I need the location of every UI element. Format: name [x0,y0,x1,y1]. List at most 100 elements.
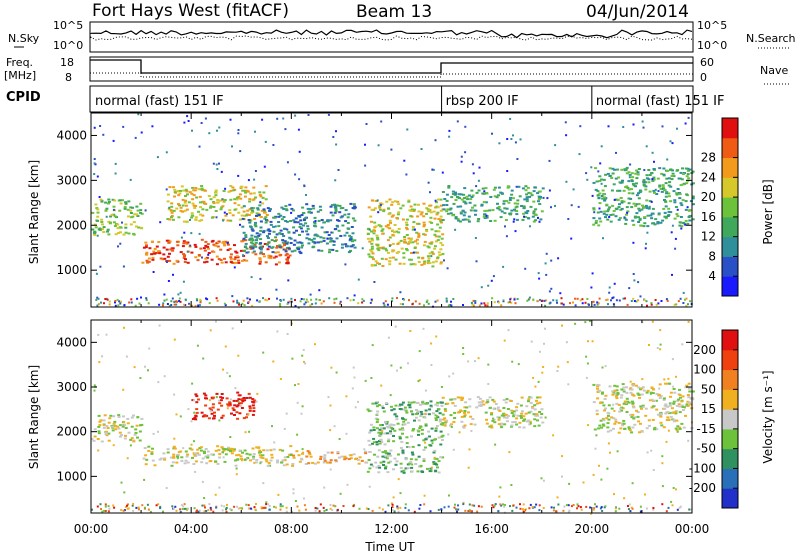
echo-cell [451,214,455,217]
echo-cell [250,507,252,510]
echo-cell [437,198,440,201]
echo-cell [572,301,574,304]
echo-cell [297,246,301,249]
echo-cell [435,213,439,216]
echo-cell [107,421,111,424]
echo-cell [684,298,686,301]
echo-cell [590,512,593,515]
colorbar-step [722,157,738,178]
echo-cell [401,218,405,221]
echo-cell [172,262,176,265]
echo-cell [252,207,256,210]
echo-cell [662,398,666,401]
nsky-label: N.Sky [8,32,40,45]
echo-cell [119,202,123,205]
echo-cell [163,457,167,460]
colorbar-step [722,389,738,410]
echo-cell [424,441,427,444]
echo-cell [335,204,339,207]
echo-cell [182,189,186,192]
echo-cell [592,223,596,226]
echo-cell [401,204,405,207]
echo-cell [384,300,387,303]
echo-cell [502,414,506,417]
echo-cell [221,414,225,417]
echo-cell [477,189,481,192]
echo-cell [173,303,176,306]
echo-cell [222,219,225,222]
echo-cell [641,120,644,123]
echo-cell [449,207,453,210]
echo-cell [652,168,656,170]
echo-cell [323,486,326,489]
echo-cell [625,185,629,188]
echo-cell [598,202,602,205]
echo-cell [156,156,159,159]
echo-cell [450,300,452,303]
echo-cell [627,508,630,511]
echo-cell [614,198,618,201]
echo-cell [236,301,239,304]
echo-cell [258,193,262,196]
echo-cell [194,470,197,473]
echo-cell [660,172,664,175]
echo-cell [420,428,424,431]
echo-cell [439,198,443,201]
echo-cell [440,404,444,407]
echo-cell [616,168,619,171]
echo-cell [477,179,480,182]
echo-cell [244,236,248,239]
echo-cell [675,429,679,432]
echo-cell [289,445,293,448]
echo-cell [378,205,382,208]
echo-cell [381,508,384,511]
echo-cell [229,219,233,222]
echo-cell [592,217,596,220]
echo-cell [214,320,217,323]
echo-cell [388,236,392,239]
echo-cell [171,461,175,464]
echo-cell [668,402,672,405]
echo-cell [516,298,519,300]
echo-cell [679,171,683,174]
echo-cell [416,251,419,254]
echo-cell [327,113,330,116]
echo-cell [143,447,147,449]
echo-cell [189,219,191,221]
echo-cell [256,299,259,302]
echo-cell [680,404,684,407]
echo-cell [391,233,395,236]
echo-cell [231,327,234,330]
echo-cell [503,505,506,508]
echo-cell [671,142,674,145]
echo-cell [396,505,399,508]
echo-cell [636,415,640,418]
echo-cell [458,431,461,434]
echo-cell [468,448,471,451]
echo-cell [242,239,245,242]
echo-cell [556,496,559,499]
echo-cell [459,409,463,412]
echo-cell [536,192,540,195]
echo-cell [535,414,539,417]
echo-cell [112,208,115,211]
echo-cell [532,210,536,213]
echo-cell [248,507,251,510]
echo-cell [279,299,282,302]
echo-cell [401,401,405,404]
echo-cell [608,216,611,218]
echo-cell [620,388,624,391]
echo-cell [529,225,531,228]
power-panel-bg [91,113,692,307]
echo-cell [596,397,600,400]
echo-cell [379,203,382,206]
echo-cell [425,212,428,215]
echo-cell [119,435,122,438]
colorbar-step [722,409,738,430]
echo-cell [262,231,266,234]
echo-cell [121,425,125,428]
echo-cell [330,231,333,234]
echo-cell [249,247,253,250]
echo-cell [380,120,383,123]
echo-cell [598,464,600,467]
